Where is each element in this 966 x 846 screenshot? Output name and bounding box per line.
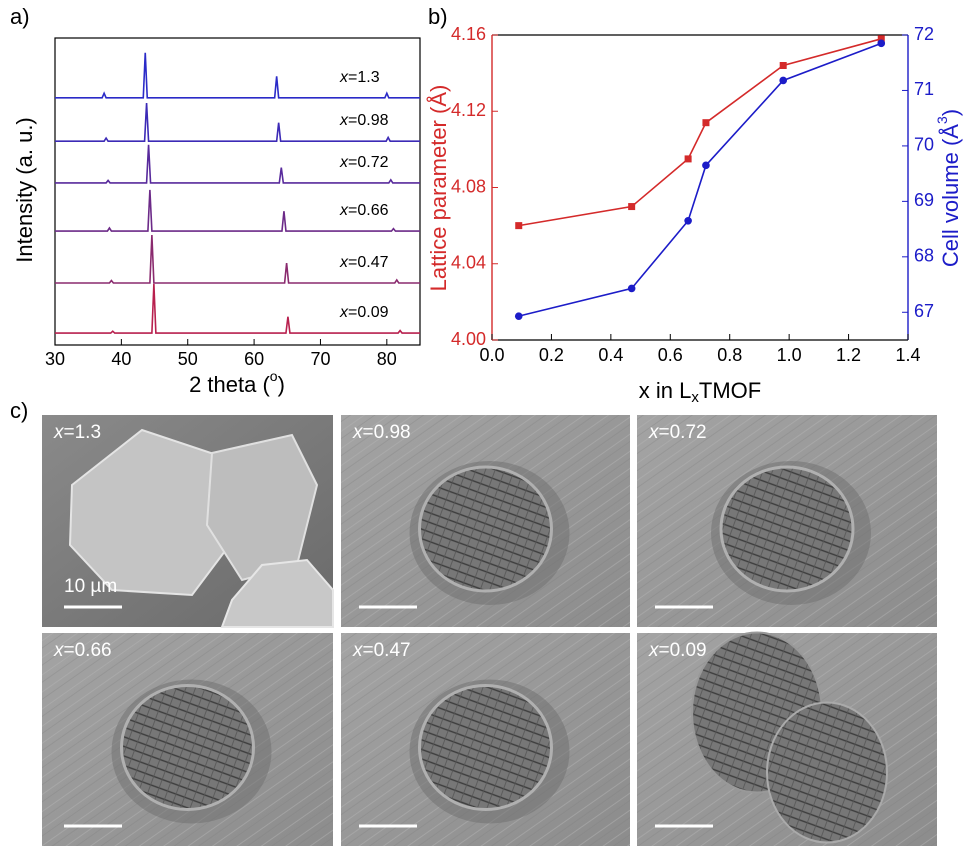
- y2-axis-label-part: 3: [934, 116, 950, 124]
- crystal: [420, 686, 552, 810]
- y2-axis-label-part: ): [938, 109, 963, 116]
- series-label: x=0.72: [339, 154, 389, 171]
- y2-tick-label: 70: [914, 135, 934, 155]
- x-tick-label: 0.8: [717, 345, 742, 365]
- x-tick-label: 80: [377, 349, 397, 369]
- y2-axis-label: Cell volume (Å3): [934, 109, 963, 267]
- panel-label: a): [10, 4, 30, 29]
- x-tick-label: 1.0: [777, 345, 802, 365]
- panel-label: c): [10, 398, 28, 423]
- y2-axis-label-part: Cell volume (Å: [938, 124, 963, 267]
- y-tick-label: 4.04: [451, 253, 486, 273]
- y2-tick-label: 71: [914, 79, 934, 99]
- crystal: [767, 703, 887, 843]
- crystal: [721, 467, 853, 591]
- sem-image: x=1.3 10 µm: [42, 415, 333, 627]
- x-tick-label: 0.2: [539, 345, 564, 365]
- sem-image: x=0.72: [637, 415, 937, 627]
- series-label: x=0.98: [339, 112, 389, 129]
- data-point: [702, 162, 710, 170]
- data-point: [515, 312, 523, 320]
- data-point: [684, 217, 692, 225]
- y-axis-label: Lattice parameter (Å): [426, 85, 451, 292]
- x-axis-label-part: o: [270, 368, 278, 384]
- image-label: x=0.66: [53, 640, 112, 661]
- x-tick-label: 1.2: [836, 345, 861, 365]
- scale-bar-label: 10 µm: [64, 576, 117, 597]
- x-tick-label: 40: [111, 349, 131, 369]
- x-tick-label: 50: [178, 349, 198, 369]
- series-line: [519, 43, 882, 316]
- data-point: [780, 62, 787, 69]
- y2-tick-label: 72: [914, 24, 934, 44]
- x-tick-label: 0.4: [598, 345, 623, 365]
- sem-image: x=0.47: [341, 633, 630, 846]
- series-label: x=1.3: [339, 69, 380, 86]
- image-label: x=0.72: [648, 422, 707, 443]
- data-point: [628, 203, 635, 210]
- y2-tick-label: 67: [914, 301, 934, 321]
- crystal: [420, 467, 552, 591]
- data-point: [702, 119, 709, 126]
- x-tick-label: 60: [244, 349, 264, 369]
- series-label: x=0.47: [339, 254, 389, 271]
- series-line: [519, 39, 882, 226]
- image-label: x=0.98: [352, 422, 411, 443]
- y-axis-label: Intensity (a. u.): [12, 117, 37, 263]
- image-label: x=0.09: [648, 640, 707, 661]
- y-tick-label: 4.12: [451, 100, 486, 120]
- sem-image: x=0.09: [637, 633, 937, 846]
- y2-tick-label: 68: [914, 246, 934, 266]
- x-axis-label-part: TMOF: [699, 378, 761, 403]
- data-point: [779, 77, 787, 85]
- y-tick-label: 4.08: [451, 176, 486, 196]
- x-axis-label-part: x in L: [639, 378, 692, 403]
- image-label: x=0.47: [352, 640, 411, 661]
- sem-image: x=0.98: [341, 415, 630, 627]
- x-axis-label-part: ): [278, 372, 285, 397]
- x-tick-label: 1.4: [895, 345, 920, 365]
- x-tick-label: 70: [310, 349, 330, 369]
- figure: a) b) c) 2 theta (o) Intensity (a. u.) x…: [0, 0, 966, 846]
- x-axis-label-part: 2 theta (: [189, 372, 270, 397]
- image-label: x=1.3: [53, 422, 101, 443]
- data-point: [685, 155, 692, 162]
- y-tick-label: 4.00: [451, 329, 486, 349]
- data-point: [628, 285, 636, 293]
- data-point: [877, 40, 885, 48]
- data-point: [515, 222, 522, 229]
- series-label: x=0.66: [339, 202, 389, 219]
- crystal: [122, 686, 254, 810]
- x-axis-label: 2 theta (o): [189, 368, 285, 397]
- panel-label: b): [428, 4, 448, 29]
- x-tick-label: 30: [45, 349, 65, 369]
- x-axis-label: x in LxTMOF: [639, 378, 761, 406]
- x-tick-label: 0.6: [658, 345, 683, 365]
- y2-tick-label: 69: [914, 190, 934, 210]
- series-label: x=0.09: [339, 304, 389, 321]
- sem-image: x=0.66: [42, 633, 333, 846]
- y-tick-label: 4.16: [451, 24, 486, 44]
